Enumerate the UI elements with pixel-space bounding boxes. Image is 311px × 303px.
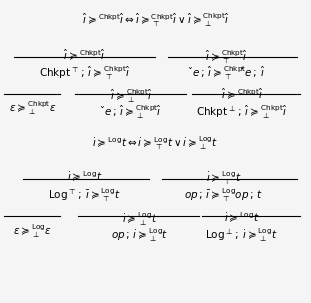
Text: $\hat{\imath} \succcurlyeq^{\mathrm{Chkpt}}_{\bot} \hat{\imath}$: $\hat{\imath} \succcurlyeq^{\mathrm{Chkp…	[109, 87, 152, 105]
Text: $\epsilon \succcurlyeq^{\mathrm{Chkpt}}_{\bot} \epsilon$: $\epsilon \succcurlyeq^{\mathrm{Chkpt}}_…	[8, 99, 56, 117]
Text: $\mathrm{Chkpt}^{\top} \,;\, \hat{\imath} \succcurlyeq^{\mathrm{Chkpt}}_{\top} \: $\mathrm{Chkpt}^{\top} \,;\, \hat{\imath…	[39, 65, 130, 81]
Text: $\mathrm{Log}^{\bot} \,;\, \dot{\imath} \succcurlyeq^{\mathrm{Log}}_{\bot} t$: $\mathrm{Log}^{\bot} \,;\, \dot{\imath} …	[206, 227, 278, 245]
Text: $\check{e} \,;\, \hat{\imath} \succcurlyeq^{\mathrm{Chkpt}}_{\bot} \hat{\imath}$: $\check{e} \,;\, \hat{\imath} \succcurly…	[100, 103, 162, 122]
Text: $\dot{\imath} \succcurlyeq^{\mathrm{Log}}_{\top} t$: $\dot{\imath} \succcurlyeq^{\mathrm{Log}…	[206, 169, 241, 186]
Text: $op \,;\, \dot{\imath} \succcurlyeq^{\mathrm{Log}}_{\bot} t$: $op \,;\, \dot{\imath} \succcurlyeq^{\ma…	[111, 227, 169, 245]
Text: $\hat{\imath} \succcurlyeq^{\mathrm{Chkpt}} \hat{\imath}$: $\hat{\imath} \succcurlyeq^{\mathrm{Chkp…	[63, 48, 106, 62]
Text: $op \,;\, \bar{\imath} \succcurlyeq^{\mathrm{Log}}_{\top} op \,;\, t$: $op \,;\, \bar{\imath} \succcurlyeq^{\ma…	[184, 186, 263, 203]
Text: $\mathrm{Chkpt}^{\bot} \,;\, \hat{\imath} \succcurlyeq^{\mathrm{Chkpt}}_{\bot} \: $\mathrm{Chkpt}^{\bot} \,;\, \hat{\imath…	[196, 103, 287, 122]
Text: $\dot{\imath} \succcurlyeq^{\mathrm{Log}} t$: $\dot{\imath} \succcurlyeq^{\mathrm{Log}…	[224, 210, 260, 224]
Text: $\dot{\imath} \succcurlyeq^{\mathrm{Log}} t$: $\dot{\imath} \succcurlyeq^{\mathrm{Log}…	[67, 169, 102, 183]
Text: $\mathrm{Log}^{\top} \,;\, \bar{\imath} \succcurlyeq^{\mathrm{Log}}_{\top} t$: $\mathrm{Log}^{\top} \,;\, \bar{\imath} …	[48, 186, 121, 203]
Text: $\hat{\imath} \succcurlyeq^{\mathrm{Chkpt}} \hat{\imath}$: $\hat{\imath} \succcurlyeq^{\mathrm{Chkp…	[220, 87, 263, 101]
Text: $\check{e} \,;\, \hat{\imath} \succcurlyeq^{\mathrm{Chkpt}}_{\top} \check{e} \,;: $\check{e} \,;\, \hat{\imath} \succcurly…	[188, 65, 265, 81]
Text: $\hat{\imath} \succcurlyeq^{\mathrm{Chkpt}} \hat{\imath} \Leftrightarrow \hat{\i: $\hat{\imath} \succcurlyeq^{\mathrm{Chkp…	[82, 12, 229, 29]
Text: $\dot{\imath} \succcurlyeq^{\mathrm{Log}}_{\bot} t$: $\dot{\imath} \succcurlyeq^{\mathrm{Log}…	[122, 210, 158, 228]
Text: $\hat{\imath} \succcurlyeq^{\mathrm{Chkpt}}_{\top} \hat{\imath}$: $\hat{\imath} \succcurlyeq^{\mathrm{Chkp…	[205, 48, 248, 65]
Text: $\epsilon \succcurlyeq^{\mathrm{Log}}_{\bot} \epsilon$: $\epsilon \succcurlyeq^{\mathrm{Log}}_{\…	[13, 222, 52, 240]
Text: $\dot{\imath} \succcurlyeq^{\mathrm{Log}} t \Leftrightarrow \dot{\imath} \succcu: $\dot{\imath} \succcurlyeq^{\mathrm{Log}…	[92, 135, 219, 152]
